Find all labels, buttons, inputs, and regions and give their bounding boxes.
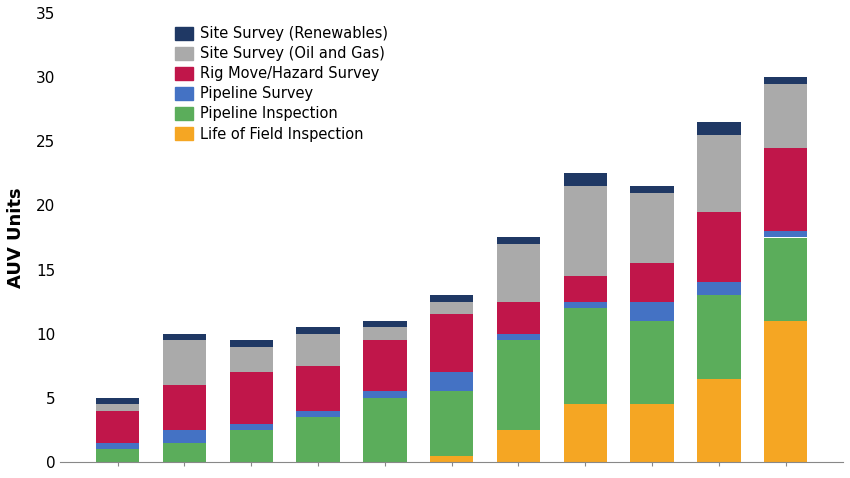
Bar xyxy=(564,404,607,462)
Bar xyxy=(764,321,807,462)
Bar xyxy=(430,295,473,302)
Bar xyxy=(631,186,674,193)
Bar xyxy=(496,244,541,302)
Bar xyxy=(697,295,740,379)
Bar xyxy=(96,411,139,443)
Bar xyxy=(496,302,541,334)
Bar xyxy=(363,340,406,391)
Bar xyxy=(631,404,674,462)
Bar xyxy=(430,315,473,372)
Bar xyxy=(297,411,340,417)
Bar xyxy=(230,372,273,424)
Y-axis label: AUV Units: AUV Units xyxy=(7,187,25,288)
Bar xyxy=(230,424,273,430)
Bar xyxy=(363,327,406,340)
Bar xyxy=(564,186,607,276)
Bar xyxy=(430,391,473,456)
Bar xyxy=(162,443,206,462)
Bar xyxy=(631,193,674,263)
Bar xyxy=(96,443,139,449)
Bar xyxy=(297,327,340,334)
Bar xyxy=(162,430,206,443)
Bar xyxy=(230,430,273,462)
Bar xyxy=(496,430,541,462)
Bar xyxy=(363,321,406,327)
Bar xyxy=(96,404,139,411)
Bar xyxy=(496,238,541,244)
Bar xyxy=(230,340,273,347)
Bar xyxy=(297,417,340,462)
Bar xyxy=(297,366,340,411)
Bar xyxy=(697,282,740,295)
Bar xyxy=(764,84,807,148)
Bar xyxy=(631,263,674,302)
Bar xyxy=(564,174,607,186)
Bar xyxy=(496,334,541,340)
Bar xyxy=(363,398,406,462)
Bar xyxy=(697,379,740,462)
Bar xyxy=(764,231,807,238)
Legend: Site Survey (Renewables), Site Survey (Oil and Gas), Rig Move/Hazard Survey, Pip: Site Survey (Renewables), Site Survey (O… xyxy=(169,20,394,147)
Bar xyxy=(697,122,740,135)
Bar xyxy=(631,321,674,404)
Bar xyxy=(430,302,473,315)
Bar xyxy=(564,276,607,302)
Bar xyxy=(631,302,674,321)
Bar xyxy=(430,372,473,391)
Bar xyxy=(297,334,340,366)
Bar xyxy=(764,238,807,321)
Bar xyxy=(564,308,607,404)
Bar xyxy=(162,340,206,385)
Bar xyxy=(162,385,206,430)
Bar xyxy=(363,391,406,398)
Bar xyxy=(430,456,473,462)
Bar xyxy=(96,449,139,462)
Bar xyxy=(764,77,807,84)
Bar xyxy=(564,302,607,308)
Bar xyxy=(96,398,139,404)
Bar xyxy=(764,148,807,231)
Bar xyxy=(162,334,206,340)
Bar xyxy=(697,212,740,282)
Bar xyxy=(496,340,541,430)
Bar xyxy=(697,135,740,212)
Bar xyxy=(230,347,273,372)
